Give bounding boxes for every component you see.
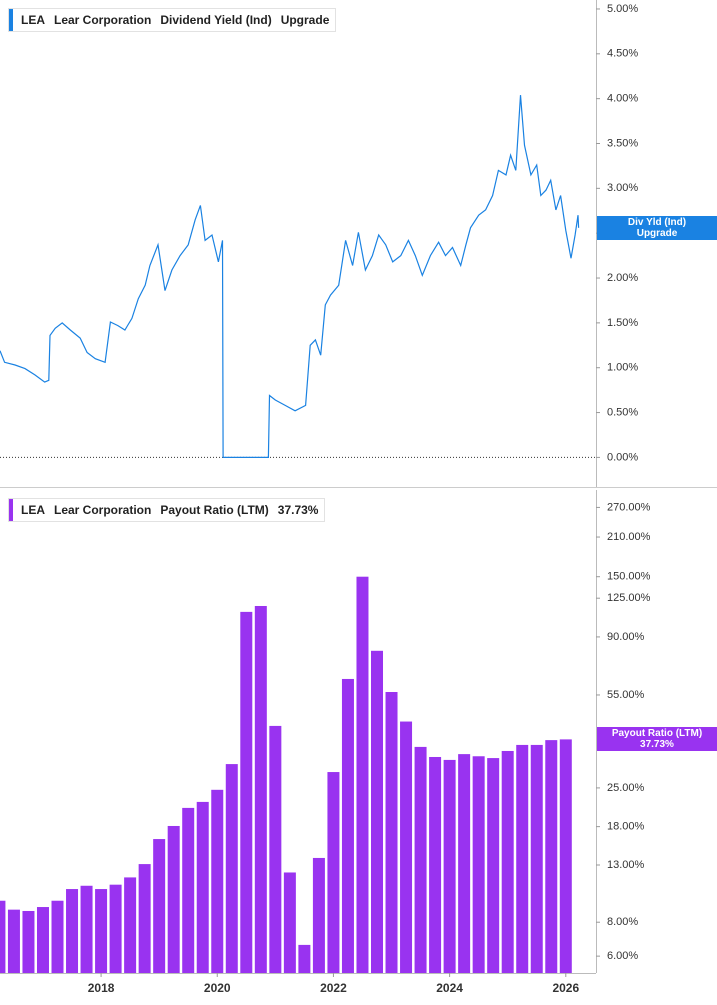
- y-tick-label: 3.00%: [607, 182, 638, 194]
- bar: [283, 872, 296, 973]
- bar: [240, 611, 253, 973]
- y-tick-label: 5.00%: [607, 3, 638, 15]
- bar: [371, 650, 384, 973]
- y-tick-label: 0.00%: [607, 451, 638, 463]
- x-tick-label: 2026: [552, 981, 579, 995]
- plot-area: [0, 576, 572, 973]
- y-tick-label: 8.00%: [607, 916, 638, 928]
- legend-header: LEA Lear Corporation Dividend Yield (Ind) U…: [8, 8, 337, 32]
- bar: [182, 807, 195, 973]
- bar: [458, 754, 471, 973]
- bar: [341, 678, 354, 973]
- bar: [7, 909, 20, 973]
- series-name: Payout Ratio (LTM): [160, 503, 269, 517]
- bar: [429, 756, 442, 973]
- bar: [211, 789, 224, 973]
- y-tick-label: 1.00%: [607, 362, 638, 374]
- bar: [516, 744, 529, 973]
- value-tag: Payout Ratio (LTM) 37.73%: [597, 727, 717, 752]
- y-tick-label: 270.00%: [607, 501, 651, 513]
- tag-status: Upgrade: [636, 227, 678, 239]
- y-tick-label: 6.00%: [607, 950, 638, 962]
- y-tick-label: 3.50%: [607, 137, 638, 149]
- line-series: [0, 95, 580, 458]
- bar: [530, 744, 543, 973]
- bar: [109, 884, 122, 973]
- bar: [559, 739, 572, 973]
- y-tick-label: 1.50%: [607, 317, 638, 329]
- bar: [0, 900, 6, 973]
- y-tick-label: 4.50%: [607, 48, 638, 60]
- bar: [254, 605, 267, 973]
- ticker: LEA: [21, 503, 45, 517]
- bar: [167, 825, 180, 973]
- y-tick-label: 55.00%: [607, 689, 645, 701]
- legend-swatch: [9, 499, 13, 521]
- bar: [385, 692, 398, 973]
- bar: [80, 885, 93, 973]
- bar: [400, 721, 413, 973]
- legend-swatch: [9, 9, 13, 31]
- bar: [501, 750, 514, 973]
- bar: [22, 910, 35, 973]
- series-name: Dividend Yield (Ind): [160, 13, 272, 27]
- bar: [312, 857, 325, 973]
- bar: [36, 907, 49, 973]
- y-tick-label: 90.00%: [607, 631, 645, 643]
- bar: [196, 801, 209, 973]
- bar: [153, 839, 166, 973]
- y-tick-label: 4.00%: [607, 93, 638, 105]
- bar: [414, 746, 427, 973]
- bar: [51, 900, 64, 973]
- bar: [138, 864, 151, 973]
- y-tick-label: 150.00%: [607, 571, 651, 583]
- y-tick-label: 2.00%: [607, 272, 638, 284]
- bar: [487, 758, 500, 973]
- x-tick-label: 2020: [204, 981, 231, 995]
- value-tag: Div Yld (Ind) Upgrade: [597, 215, 717, 240]
- bar: [225, 764, 238, 973]
- y-tick-label: 13.00%: [607, 859, 645, 871]
- bar: [356, 576, 369, 973]
- series-status: 37.73%: [277, 503, 319, 517]
- x-tick-label: 2018: [88, 981, 115, 995]
- company-name: Lear Corporation: [54, 13, 152, 27]
- tag-name: Div Yld (Ind): [627, 216, 687, 228]
- bar: [545, 740, 558, 973]
- bar: [327, 772, 340, 973]
- tag-status: 37.73%: [640, 739, 674, 751]
- legend-header: LEA Lear Corporation Payout Ratio (LTM) 37.…: [8, 498, 326, 522]
- plot-area: [0, 95, 580, 458]
- bar: [298, 944, 311, 973]
- ticker: LEA: [21, 13, 45, 27]
- bar: [443, 759, 456, 973]
- y-tick-label: 25.00%: [607, 782, 645, 794]
- y-tick-label: 18.00%: [607, 821, 645, 833]
- x-tick-label: 2022: [320, 981, 347, 995]
- series-status: Upgrade: [280, 13, 330, 27]
- x-tick-label: 2024: [436, 981, 463, 995]
- bar: [66, 889, 79, 973]
- company-name: Lear Corporation: [54, 503, 152, 517]
- y-tick-label: 125.00%: [607, 592, 651, 604]
- tag-name: Payout Ratio (LTM): [611, 728, 703, 740]
- bar: [269, 725, 282, 973]
- bar: [124, 877, 137, 973]
- y-tick-label: 210.00%: [607, 531, 651, 543]
- bar: [95, 889, 108, 973]
- y-tick-label: 0.50%: [607, 406, 638, 418]
- bar: [472, 756, 485, 973]
